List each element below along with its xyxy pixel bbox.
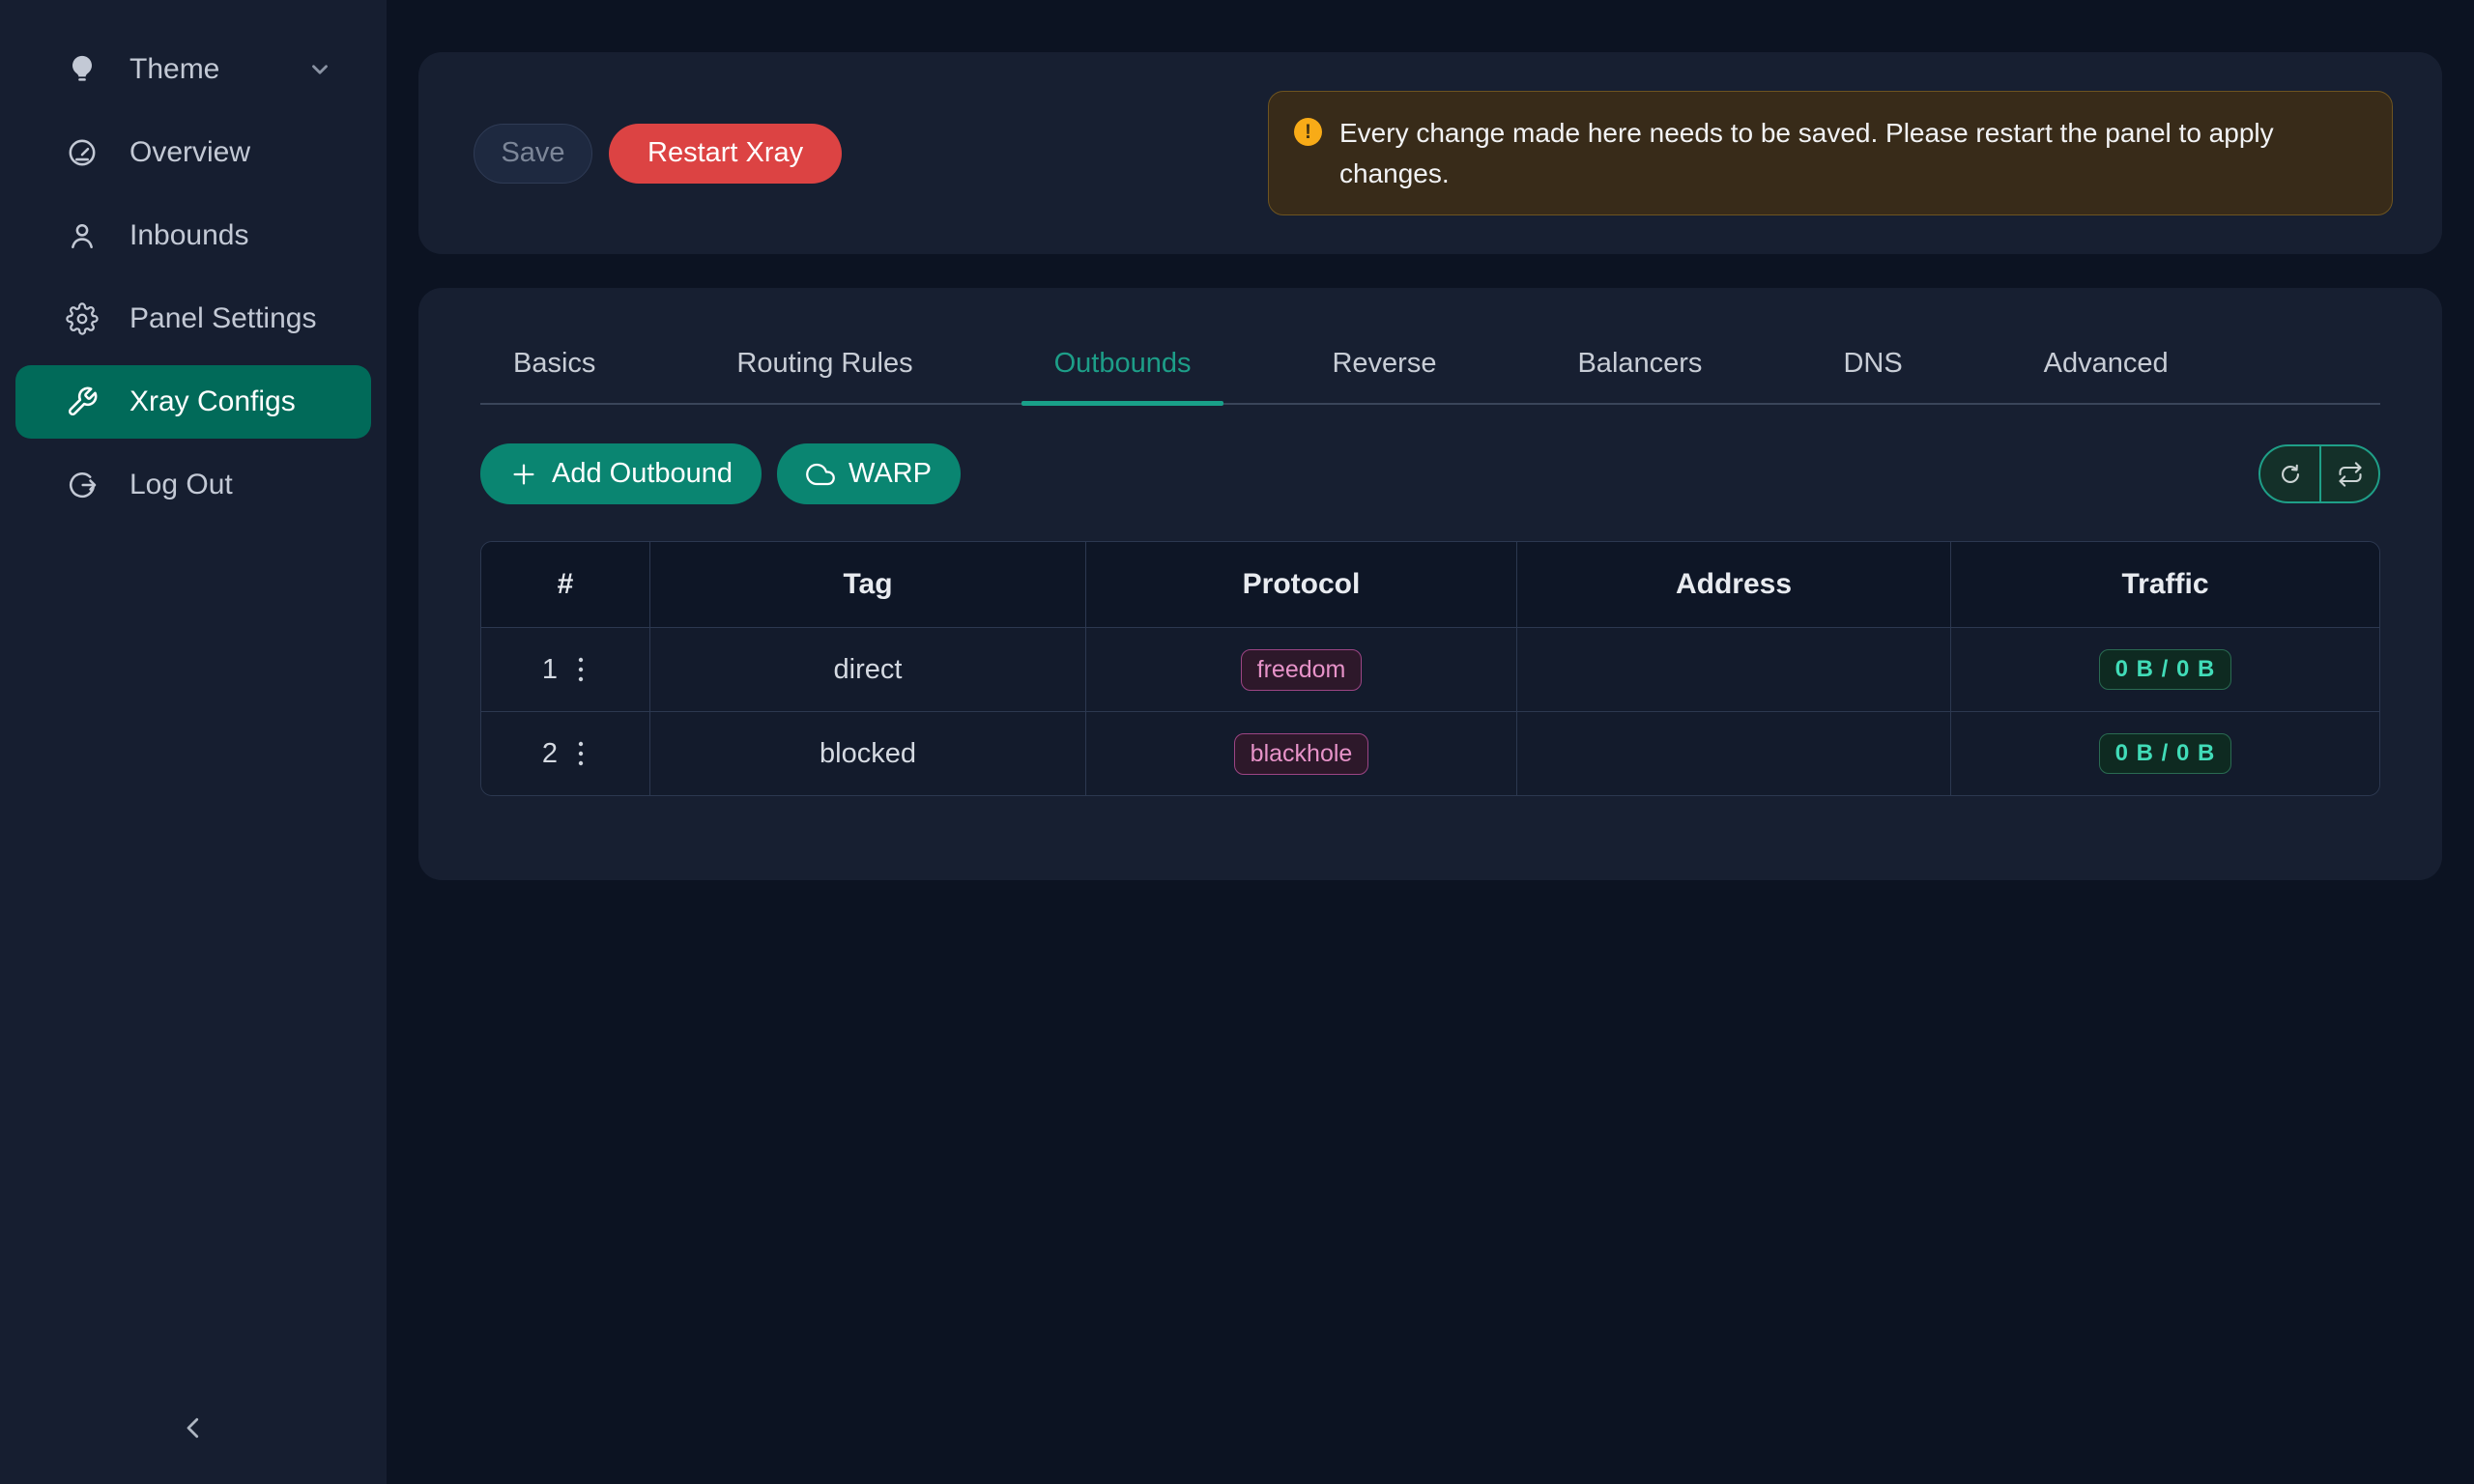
tab-dns[interactable]: DNS	[1843, 348, 1903, 379]
protocol-cell: freedom	[1085, 627, 1516, 711]
xray-config-card: Basics Routing Rules Outbounds Reverse B…	[418, 288, 2442, 880]
vertical-dots-icon	[578, 657, 584, 682]
tab-basics[interactable]: Basics	[513, 348, 596, 379]
main-content: Save Restart Xray ! Every change made he…	[387, 0, 2474, 1484]
warning-icon: !	[1294, 118, 1322, 147]
traffic-cell: 0 B / 0 B	[1950, 627, 2379, 711]
add-outbound-label: Add Outbound	[552, 458, 734, 489]
refresh-icon	[2281, 464, 2299, 483]
traffic-badge: 0 B / 0 B	[2098, 733, 2232, 774]
row-number: 1	[541, 653, 559, 685]
sidebar-item-label: Log Out	[129, 469, 233, 500]
tab-balancers[interactable]: Balancers	[1577, 348, 1703, 379]
tab-advanced[interactable]: Advanced	[2043, 348, 2169, 379]
warning-alert-text: Every change made here needs to be saved…	[1339, 118, 2274, 188]
cloud-icon	[806, 463, 835, 485]
lightbulb-icon	[66, 53, 99, 86]
sidebar-item-label: Panel Settings	[129, 302, 317, 334]
repeat-button[interactable]	[2319, 446, 2378, 501]
sidebar-item-overview[interactable]: Overview	[15, 116, 371, 189]
column-header-protocol: Protocol	[1085, 542, 1516, 627]
tag-cell: direct	[649, 627, 1085, 711]
traffic-badge: 0 B / 0 B	[2098, 649, 2232, 690]
column-header-tag: Tag	[649, 542, 1085, 627]
table-row: 1 direct freedom 0 B / 0 B	[481, 627, 2379, 711]
sidebar-item-log-out[interactable]: Log Out	[15, 448, 371, 522]
tab-reverse[interactable]: Reverse	[1332, 348, 1437, 379]
column-header-index: #	[557, 568, 574, 600]
table-tools-group	[2258, 444, 2380, 503]
row-menu-button[interactable]	[573, 736, 589, 771]
sidebar-item-panel-settings[interactable]: Panel Settings	[15, 282, 371, 356]
save-button[interactable]: Save	[474, 123, 592, 184]
config-tabs: Basics Routing Rules Outbounds Reverse B…	[480, 330, 2380, 406]
vertical-dots-icon	[578, 741, 584, 766]
sidebar-item-inbounds[interactable]: Inbounds	[15, 199, 371, 272]
chevron-left-icon	[187, 1417, 199, 1439]
outbounds-actions-row: Add Outbound WARP	[480, 443, 2380, 504]
chevron-down-icon	[307, 57, 332, 82]
sidebar-item-theme[interactable]: Theme	[15, 33, 371, 106]
address-cell	[1516, 711, 1950, 795]
row-menu-button[interactable]	[573, 652, 589, 687]
sidebar-item-label: Xray Configs	[129, 385, 296, 417]
row-index-cell: 1	[481, 627, 649, 711]
tab-routing-rules[interactable]: Routing Rules	[736, 348, 913, 379]
warp-button[interactable]: WARP	[777, 443, 961, 504]
toolbar-card: Save Restart Xray ! Every change made he…	[418, 52, 2442, 254]
wrench-icon	[66, 385, 99, 418]
repeat-icon	[2338, 461, 2362, 487]
table-body: 1 direct freedom 0 B / 0 B	[481, 627, 2379, 795]
sidebar: Theme Overview Inbounds	[0, 0, 387, 1484]
row-index-cell: 2	[481, 711, 649, 795]
refresh-button[interactable]	[2260, 446, 2319, 501]
table-header-row: # Tag Protocol Address Traffic	[481, 542, 2379, 627]
plus-icon	[513, 464, 534, 484]
outbounds-table: # Tag Protocol Address Traffic 1 direct	[480, 541, 2380, 796]
protocol-cell: blackhole	[1085, 711, 1516, 795]
restart-xray-button[interactable]: Restart Xray	[609, 123, 843, 184]
protocol-badge: blackhole	[1233, 732, 1369, 775]
traffic-cell: 0 B / 0 B	[1950, 711, 2379, 795]
row-number: 2	[541, 737, 559, 769]
table-row: 2 blocked blackhole 0 B / 0 B	[481, 711, 2379, 795]
tag-cell: blocked	[649, 711, 1085, 795]
column-header-traffic: Traffic	[1950, 542, 2379, 627]
sidebar-item-xray-configs[interactable]: Xray Configs	[15, 365, 371, 439]
warp-label: WARP	[849, 458, 932, 489]
address-cell	[1516, 627, 1950, 711]
warning-alert: ! Every change made here needs to be sav…	[1268, 91, 2393, 215]
gauge-icon	[66, 136, 99, 169]
sidebar-collapse-button[interactable]	[164, 1399, 222, 1457]
tab-outbounds[interactable]: Outbounds	[1021, 330, 1224, 406]
protocol-badge: freedom	[1240, 648, 1363, 691]
sidebar-item-label: Inbounds	[129, 219, 249, 251]
sidebar-item-label: Theme	[129, 53, 220, 85]
add-outbound-button[interactable]: Add Outbound	[480, 443, 762, 504]
gear-icon	[66, 302, 99, 335]
sidebar-item-label: Overview	[129, 136, 251, 168]
column-header-address: Address	[1516, 542, 1950, 627]
logout-icon	[66, 469, 99, 501]
user-icon	[66, 219, 99, 252]
